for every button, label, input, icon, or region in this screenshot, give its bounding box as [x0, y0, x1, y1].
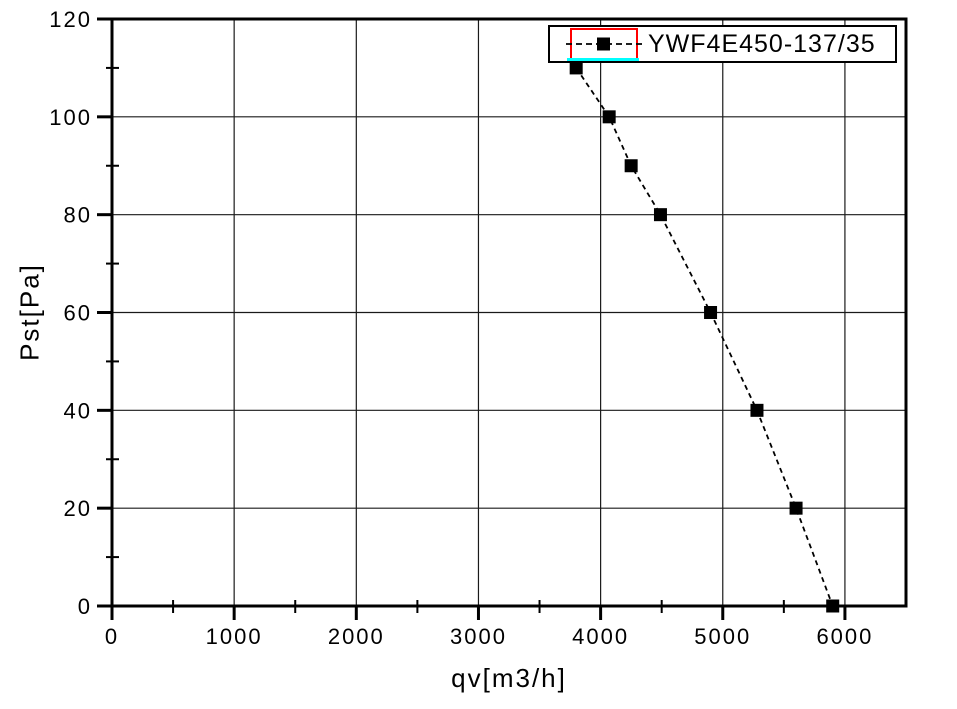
- y-tick-label-20: 20: [64, 496, 92, 521]
- x-tick-label-2000: 2000: [328, 624, 385, 649]
- legend-sample-marker: [597, 37, 610, 51]
- series-0-marker-5: [750, 403, 764, 417]
- legend-series-label: YWF4E450-137/35: [648, 29, 876, 58]
- y-tick-label-100: 100: [49, 105, 92, 130]
- x-tick-label-3000: 3000: [450, 624, 507, 649]
- series-0-marker-2: [624, 159, 638, 173]
- x-tick-label-1000: 1000: [206, 624, 263, 649]
- plot-frame: [110, 17, 908, 608]
- x-tick-label-5000: 5000: [694, 624, 751, 649]
- y-tick-label-120: 120: [49, 7, 92, 32]
- legend-selection-underline: [567, 58, 639, 61]
- series-0-marker-3: [653, 208, 667, 222]
- legend[interactable]: YWF4E450-137/35: [548, 25, 897, 63]
- series-0-marker-1: [602, 110, 616, 124]
- y-tick-label-0: 0: [78, 594, 92, 619]
- legend-key-selection-box[interactable]: [566, 28, 642, 61]
- y-axis-title: Pst[Pa]: [14, 263, 45, 361]
- x-tick-label-6000: 6000: [816, 624, 873, 649]
- y-tick-label-60: 60: [64, 301, 92, 326]
- x-axis-title: qv[m3/h]: [451, 663, 567, 693]
- series-0-marker-6: [789, 501, 803, 515]
- series-0-marker-7: [826, 599, 840, 613]
- y-tick-label-40: 40: [64, 398, 92, 423]
- y-tick-label-80: 80: [64, 203, 92, 228]
- series-0-marker-0: [569, 61, 583, 75]
- series-0-marker-4: [704, 306, 718, 319]
- series-line-0: [575, 67, 834, 607]
- x-tick-label-4000: 4000: [572, 624, 629, 649]
- legend-line-marker-sample: [566, 37, 642, 51]
- x-tick-label-0: 0: [105, 624, 119, 649]
